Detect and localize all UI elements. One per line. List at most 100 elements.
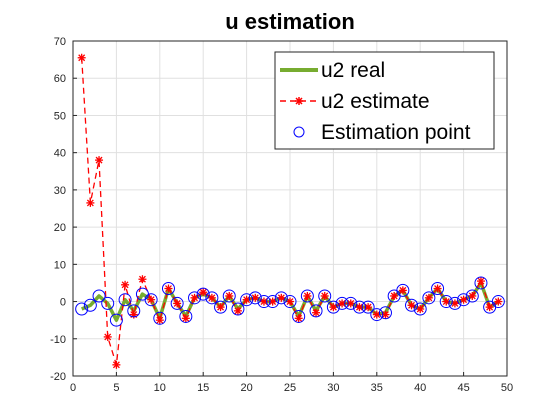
u2-estimate-marker bbox=[164, 284, 173, 293]
estimation-point-marker bbox=[179, 309, 193, 323]
estimation-point-marker bbox=[248, 291, 262, 305]
estimation-point-marker bbox=[457, 293, 471, 307]
u2-estimate-marker bbox=[416, 305, 425, 313]
u2-estimate-marker bbox=[199, 288, 208, 297]
estimation-point-marker bbox=[491, 295, 505, 309]
estimation-point-marker bbox=[170, 296, 184, 310]
y-tick-label: 10 bbox=[54, 259, 66, 271]
x-tick-label: 35 bbox=[371, 382, 383, 394]
legend-swatch-points bbox=[293, 126, 305, 138]
estimation-point-marker bbox=[196, 287, 210, 301]
estimation-point-marker bbox=[300, 289, 314, 303]
chart-title: u estimation bbox=[225, 9, 355, 34]
estimation-point-marker bbox=[83, 298, 97, 312]
estimation-point-marker bbox=[127, 304, 141, 318]
estimation-point-marker bbox=[318, 289, 332, 303]
estimation-point-marker bbox=[405, 298, 419, 312]
u2-estimate-marker bbox=[216, 303, 225, 312]
estimation-point-marker bbox=[118, 293, 132, 307]
estimation-point-marker bbox=[326, 300, 340, 314]
estimation-point-marker bbox=[396, 283, 410, 297]
u2-estimate-marker bbox=[103, 332, 112, 341]
y-tick-label: 50 bbox=[54, 110, 66, 122]
x-tick-label: 45 bbox=[457, 382, 469, 394]
estimation-point-marker bbox=[153, 311, 167, 325]
estimation-point-marker bbox=[109, 313, 123, 327]
u2-estimate-marker bbox=[259, 297, 268, 306]
estimation-point-marker bbox=[344, 296, 358, 310]
estimation-point-marker bbox=[370, 308, 384, 322]
u2-estimate-marker bbox=[77, 53, 86, 62]
x-tick-label: 50 bbox=[501, 382, 513, 394]
estimation-point-marker bbox=[422, 291, 436, 305]
x-tick-label: 10 bbox=[154, 382, 166, 394]
y-tick-label: -20 bbox=[50, 371, 66, 383]
estimation-point-marker bbox=[283, 295, 297, 309]
estimation-point-marker bbox=[274, 291, 288, 305]
y-tick-label: -10 bbox=[50, 334, 66, 346]
estimation-point-marker bbox=[205, 291, 219, 305]
u2-estimate-marker bbox=[173, 299, 182, 308]
u2-estimate-marker bbox=[86, 198, 95, 207]
x-tick-label: 0 bbox=[70, 382, 76, 394]
u2-estimate-marker bbox=[433, 284, 442, 293]
u2-estimate-marker bbox=[346, 299, 355, 308]
x-tick-label: 30 bbox=[327, 382, 339, 394]
u2-estimate-marker bbox=[181, 314, 190, 323]
estimation-point-marker bbox=[448, 296, 462, 310]
estimation-point-marker bbox=[335, 296, 349, 310]
y-tick-label: 20 bbox=[54, 222, 66, 234]
estimation-point-marker bbox=[378, 306, 392, 320]
x-tick-label: 5 bbox=[113, 382, 119, 394]
x-tick-label: 15 bbox=[197, 382, 209, 394]
legend-label-estimate: u2 estimate bbox=[321, 90, 430, 113]
u2-estimate-marker bbox=[138, 275, 147, 284]
u2-estimate-marker bbox=[286, 297, 294, 306]
u2-estimate-marker bbox=[294, 314, 303, 323]
u2-estimate-marker bbox=[320, 291, 329, 300]
estimation-point-marker bbox=[240, 293, 254, 307]
u2-estimate-marker bbox=[407, 301, 416, 310]
estimation-point-marker bbox=[352, 300, 366, 314]
estimation-point-marker bbox=[465, 289, 479, 303]
u2-estimate-marker bbox=[468, 291, 477, 300]
estimation-point-marker bbox=[431, 282, 445, 296]
estimation-point-marker bbox=[101, 296, 115, 310]
estimation-point-marker bbox=[92, 289, 106, 303]
estimation-point-marker bbox=[309, 304, 323, 318]
estimation-point-marker bbox=[361, 300, 375, 314]
x-tick-label: 25 bbox=[284, 382, 296, 394]
u2-estimate-marker bbox=[207, 293, 216, 302]
estimation-point-marker bbox=[474, 276, 488, 290]
u2-estimate-marker bbox=[476, 277, 485, 286]
u2-estimate-marker bbox=[312, 308, 321, 317]
u2-estimate-marker bbox=[459, 295, 468, 304]
u2-estimate-marker bbox=[494, 297, 503, 306]
y-tick-label: 0 bbox=[60, 297, 66, 309]
legend-label-points: Estimation point bbox=[321, 121, 471, 144]
u2-estimate-marker bbox=[112, 360, 121, 369]
y-tick-label: 40 bbox=[54, 148, 66, 160]
estimation-point-marker bbox=[292, 309, 306, 323]
u2-estimate-marker bbox=[277, 293, 286, 302]
axis-ticks: 0 5 10 15 20 25 30 35 40 45 50 -20 -10 0 10 20 30 40 50 60 7… bbox=[50, 36, 513, 394]
y-tick-label: 60 bbox=[54, 73, 66, 85]
u2-estimate-marker bbox=[190, 293, 199, 302]
u2-estimate-marker bbox=[485, 303, 494, 312]
legend: u2 real u2 estimate Estimation point bbox=[274, 51, 495, 150]
u2-estimate-marker bbox=[95, 156, 104, 165]
u2-estimate-marker bbox=[233, 306, 242, 315]
y-tick-label: 70 bbox=[54, 36, 66, 48]
x-tick-label: 40 bbox=[414, 382, 426, 394]
estimation-point-marker bbox=[222, 289, 236, 303]
estimation-point-marker bbox=[439, 295, 453, 309]
y-tick-label: 30 bbox=[54, 185, 66, 197]
u2-estimate-marker bbox=[147, 295, 156, 304]
estimation-point-marker bbox=[214, 300, 228, 314]
u2-estimate-marker bbox=[450, 299, 459, 308]
estimation-point-marker bbox=[266, 295, 280, 309]
estimation-point-marker bbox=[231, 302, 245, 316]
u2-estimate-marker bbox=[129, 310, 138, 319]
